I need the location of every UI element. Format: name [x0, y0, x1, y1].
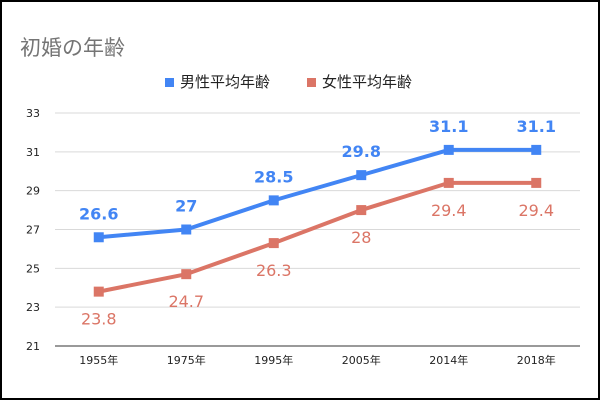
data-label: 29.8 [342, 142, 381, 161]
data-label: 31.1 [429, 117, 468, 136]
series-line [98, 180, 537, 294]
data-label: 29.4 [518, 201, 554, 220]
y-tick-label: 29 [26, 185, 40, 198]
y-tick-label: 27 [26, 224, 40, 237]
data-label: 31.1 [517, 117, 556, 136]
legend-label: 男性平均年齢 [180, 73, 270, 91]
series-line [98, 147, 537, 240]
y-tick-label: 21 [26, 340, 40, 353]
x-tick-label: 2005年 [342, 353, 381, 367]
data-label: 23.8 [81, 310, 117, 329]
x-tick-label: 1995年 [254, 353, 293, 367]
x-tick-label: 2018年 [517, 353, 556, 367]
data-point [356, 205, 367, 216]
y-tick-label: 31 [26, 146, 40, 159]
data-point [443, 177, 454, 188]
data-label: 26.6 [79, 204, 118, 223]
data-point [531, 144, 542, 155]
x-tick-label: 1975年 [167, 353, 206, 367]
data-point [181, 224, 192, 235]
data-label: 24.7 [168, 292, 204, 311]
data-point [531, 177, 542, 188]
data-label: 28 [351, 228, 371, 247]
data-label: 27 [175, 197, 197, 216]
chart-title: 初婚の年齢 [20, 36, 125, 60]
y-tick-label: 33 [26, 107, 40, 120]
data-point [268, 195, 279, 206]
data-label: 26.3 [256, 261, 292, 280]
y-tick-label: 25 [26, 262, 40, 275]
legend-swatch [307, 78, 316, 87]
data-label: 28.5 [254, 167, 293, 186]
data-point [93, 232, 104, 243]
legend-label: 女性平均年齢 [322, 73, 412, 91]
data-point [356, 170, 367, 181]
data-point [268, 238, 279, 249]
x-tick-label: 2014年 [429, 353, 468, 367]
legend-swatch [165, 78, 174, 87]
data-point [181, 269, 192, 280]
data-label: 29.4 [431, 201, 467, 220]
y-tick-label: 23 [26, 301, 40, 314]
data-point [93, 286, 104, 297]
x-tick-label: 1955年 [79, 353, 118, 367]
data-point [443, 144, 454, 155]
